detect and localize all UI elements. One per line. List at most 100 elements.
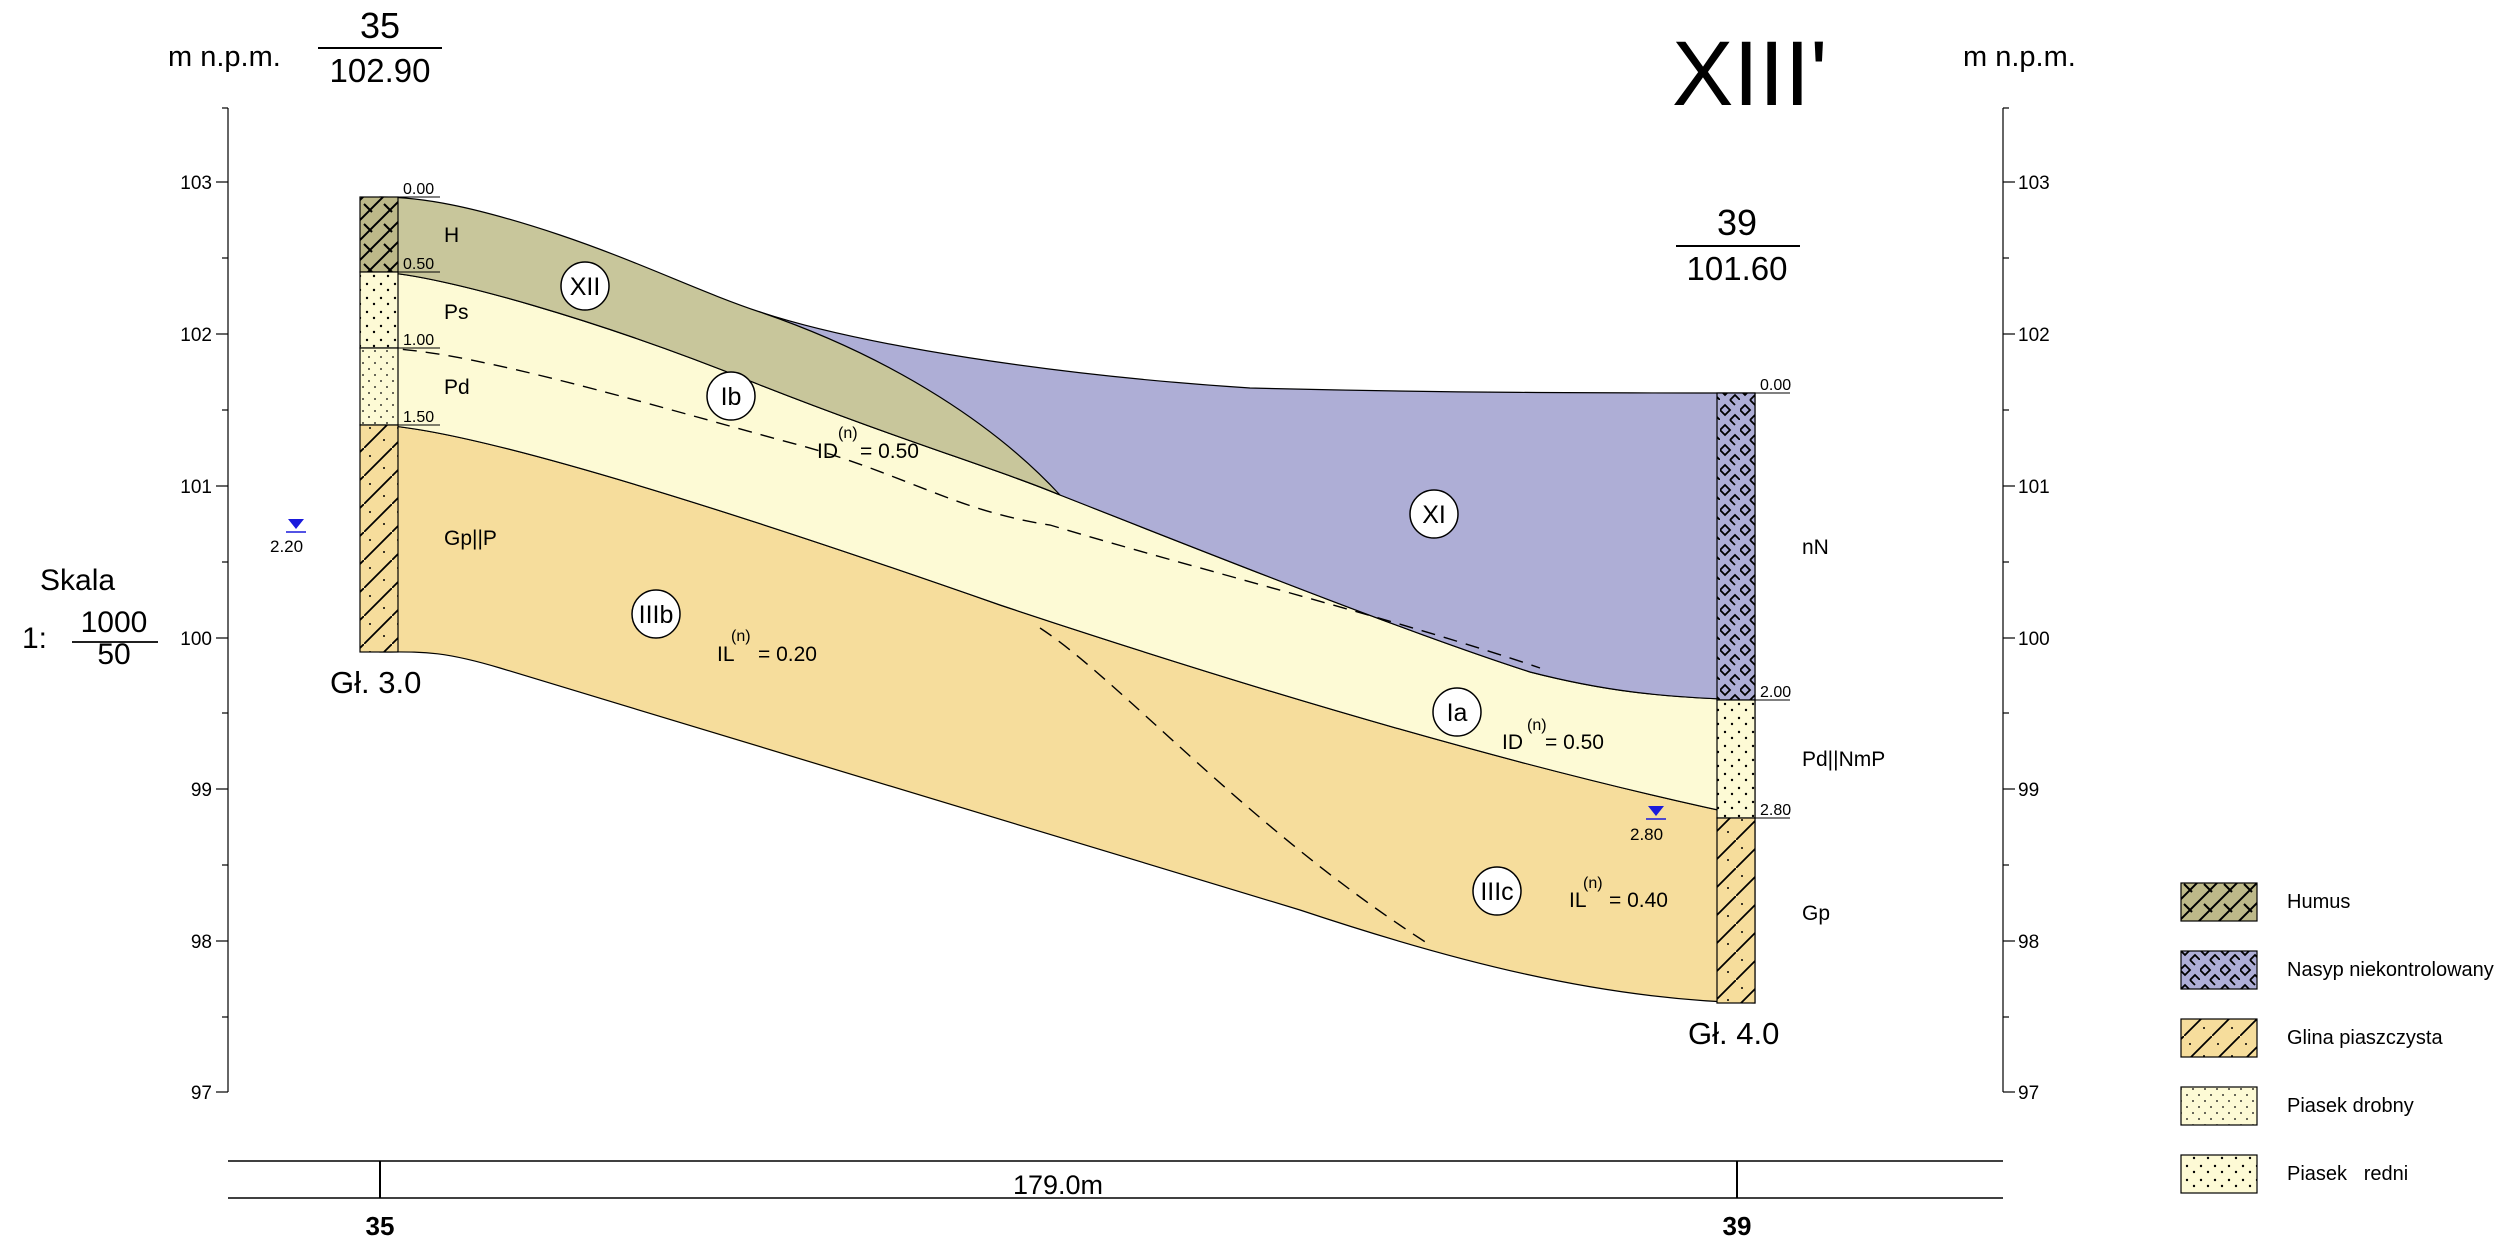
layer-code: nN — [1802, 536, 1829, 559]
param-superscript: (n) — [731, 628, 751, 645]
legend-item-glina: Glina piaszczysta — [2180, 1018, 2443, 1058]
param-superscript: (n) — [1527, 717, 1547, 734]
tick-label: 98 — [2018, 932, 2039, 953]
legend-item-nasyp: Nasyp niekontrolowany — [2180, 950, 2494, 990]
zone-id: XI — [1422, 501, 1446, 529]
distance-bar: 179.0m 35 39 — [228, 1160, 2003, 1236]
borehole-number: 35 — [360, 5, 400, 46]
section-title: XIII' — [1672, 23, 1828, 125]
legend-item-humus: Humus — [2180, 882, 2350, 922]
borehole-35-depths: 0.00 0.50 1.00 1.50 — [403, 181, 434, 426]
parameter-il-iiib: IL (n) = 0.20 — [717, 628, 817, 666]
param-name: IL — [1569, 889, 1587, 912]
distance-value: 179.0m — [1013, 1170, 1103, 1200]
distance-start-label: 35 — [366, 1211, 395, 1236]
layer-code: Ps — [444, 301, 469, 324]
depth-label: 1.00 — [403, 332, 434, 349]
layer-code: Pd — [444, 376, 470, 399]
tick-label: 98 — [191, 932, 212, 953]
zone-marker-xii: XII — [560, 261, 610, 311]
zone-id: XII — [570, 273, 601, 301]
param-value: = 0.40 — [1609, 889, 1668, 912]
legend-item-piasek-sredni: Piasek redni — [2180, 1154, 2408, 1194]
parameter-il-iiic: IL (n) = 0.40 — [1569, 875, 1668, 912]
parameter-id-ib: ID (n) = 0.50 — [817, 425, 919, 463]
param-name: ID — [817, 440, 838, 463]
tick-label: 103 — [180, 173, 212, 194]
scale-horizontal: 1000 — [81, 606, 148, 639]
legend-label: Piasek drobny — [2287, 1095, 2414, 1117]
right-elevation-axis — [2002, 107, 2015, 1093]
tick-label: 101 — [2018, 477, 2050, 498]
depth-label: 0.00 — [403, 181, 434, 198]
tick-label: 100 — [180, 629, 212, 650]
legend-label: Glina piaszczysta — [2287, 1027, 2443, 1049]
depth-label: 1.50 — [403, 409, 434, 426]
tick-label: 101 — [180, 477, 212, 498]
tick-label: 102 — [2018, 325, 2050, 346]
tick-label: 103 — [2018, 173, 2050, 194]
param-superscript: (n) — [1583, 875, 1603, 892]
borehole-elevation: 101.60 — [1687, 250, 1788, 287]
zone-id: IIIc — [1480, 878, 1513, 906]
layer-code: Gp — [1802, 902, 1830, 925]
scale-label: Skala — [40, 564, 115, 597]
scale-vertical: 50 — [97, 638, 130, 671]
parameter-id-ia: ID (n) = 0.50 — [1502, 717, 1604, 754]
zone-markers: XII Ib XI IIIb Ia IIIc — [560, 261, 1522, 916]
layer-code: H — [444, 224, 459, 247]
borehole-elevation: 102.90 — [330, 52, 431, 89]
zone-marker-ia: Ia — [1432, 687, 1482, 737]
param-superscript: (n) — [838, 425, 858, 442]
depth-label: 2.00 — [1760, 684, 1791, 701]
tick-label: 97 — [2018, 1083, 2039, 1104]
tick-label: 99 — [2018, 780, 2039, 801]
borehole-39-column — [1716, 392, 1756, 1004]
distance-end-label: 39 — [1723, 1211, 1752, 1236]
zone-id: IIIb — [639, 601, 674, 629]
layer-humus — [379, 196, 1061, 496]
zone-id: Ia — [1447, 699, 1468, 727]
legend-label: Piasek redni — [2287, 1163, 2408, 1185]
param-value: = 0.50 — [1545, 731, 1604, 754]
unit-label-right: m n.p.m. — [1963, 41, 2076, 73]
water-level-icon — [288, 519, 304, 529]
tick-label: 97 — [191, 1083, 212, 1104]
param-name: ID — [1502, 731, 1523, 754]
borehole-35-header: 35 102.90 — [318, 5, 442, 89]
parameter-labels: ID (n) = 0.50 IL (n) = 0.20 ID (n) = 0.5… — [717, 425, 1668, 912]
param-value: = 0.50 — [860, 440, 919, 463]
water-table-35: 2.20 — [270, 519, 306, 556]
layer-fills — [379, 196, 1756, 1004]
depth-label: 0.00 — [1760, 377, 1791, 394]
tick-label: 100 — [2018, 629, 2050, 650]
borehole-35-layer-codes: H Ps Pd Gp||P — [444, 224, 497, 550]
zone-id: Ib — [721, 383, 742, 411]
tick-label: 102 — [180, 325, 212, 346]
zone-marker-iiib: IIIb — [631, 589, 681, 639]
left-elevation-axis — [216, 107, 229, 1093]
depth-label: 2.80 — [1760, 802, 1791, 819]
borehole-35-depth-ticks — [398, 196, 440, 426]
param-name: IL — [717, 643, 735, 666]
water-level-icon — [1648, 806, 1664, 816]
zone-marker-xi: XI — [1409, 489, 1459, 539]
boundary-dashed-clay — [1039, 627, 1431, 946]
zone-marker-ib: Ib — [706, 371, 756, 421]
left-axis-tick-labels: 103 102 101 100 99 98 97 — [180, 173, 212, 1104]
zone-marker-iiic: IIIc — [1472, 866, 1522, 916]
legend-item-piasek-drobny: Piasek drobny — [2180, 1086, 2414, 1126]
legend: Humus Nasyp niekontrolowany Glina piaszc… — [2180, 882, 2494, 1194]
borehole-39-depths: 0.00 2.00 2.80 — [1760, 377, 1791, 819]
water-table-39: 2.80 — [1630, 806, 1666, 844]
right-axis-tick-labels: 103 102 101 100 99 98 97 — [2018, 173, 2050, 1104]
water-level-value: 2.20 — [270, 537, 303, 556]
layer-code: Gp||P — [444, 527, 497, 550]
scale-prefix: 1: — [22, 622, 47, 655]
borehole-35-total-depth: Gł. 3.0 — [330, 665, 421, 700]
tick-label: 99 — [191, 780, 212, 801]
boundary-dashed-sand — [379, 347, 1541, 669]
scale-block: Skala 1: 1000 50 — [22, 564, 158, 671]
borehole-39-total-depth: Gł. 4.0 — [1688, 1016, 1779, 1051]
